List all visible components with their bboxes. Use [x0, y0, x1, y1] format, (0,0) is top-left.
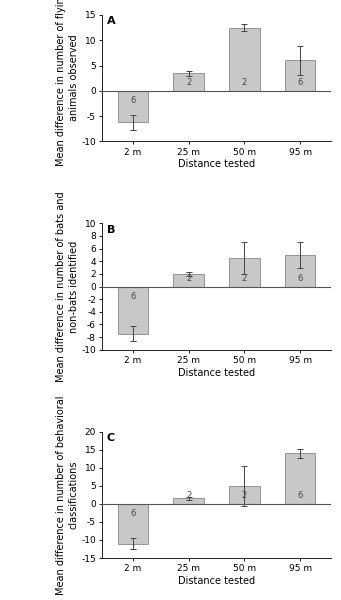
Text: 2: 2	[242, 274, 247, 283]
Bar	[173, 499, 204, 504]
Text: C: C	[107, 433, 115, 443]
Text: 2: 2	[186, 78, 191, 87]
Bar	[173, 274, 204, 286]
Bar	[229, 258, 260, 286]
Text: 6: 6	[130, 509, 136, 518]
X-axis label: Distance tested: Distance tested	[178, 576, 255, 586]
Bar	[285, 61, 315, 91]
Bar	[173, 73, 204, 91]
Y-axis label: Mean difference in number of flying
animals observed: Mean difference in number of flying anim…	[56, 0, 78, 166]
Bar	[285, 454, 315, 504]
Bar	[285, 255, 315, 286]
Bar	[118, 91, 148, 122]
Text: 6: 6	[130, 96, 136, 105]
Bar	[118, 504, 148, 544]
Bar	[229, 28, 260, 91]
Text: 2: 2	[186, 274, 191, 283]
Text: 6: 6	[297, 78, 303, 87]
Bar	[229, 486, 260, 504]
Text: 2: 2	[242, 491, 247, 500]
Text: 2: 2	[242, 78, 247, 87]
Text: 6: 6	[297, 491, 303, 500]
Bar	[118, 286, 148, 334]
X-axis label: Distance tested: Distance tested	[178, 368, 255, 377]
X-axis label: Distance tested: Distance tested	[178, 160, 255, 169]
Text: 6: 6	[130, 292, 136, 301]
Text: B: B	[107, 224, 115, 235]
Text: 2: 2	[186, 491, 191, 500]
Y-axis label: Mean difference in number of behavioral
classifications: Mean difference in number of behavioral …	[56, 395, 78, 595]
Text: A: A	[107, 16, 116, 26]
Y-axis label: Mean difference in number of bats and
non-bats identified: Mean difference in number of bats and no…	[56, 191, 78, 382]
Text: 6: 6	[297, 274, 303, 283]
